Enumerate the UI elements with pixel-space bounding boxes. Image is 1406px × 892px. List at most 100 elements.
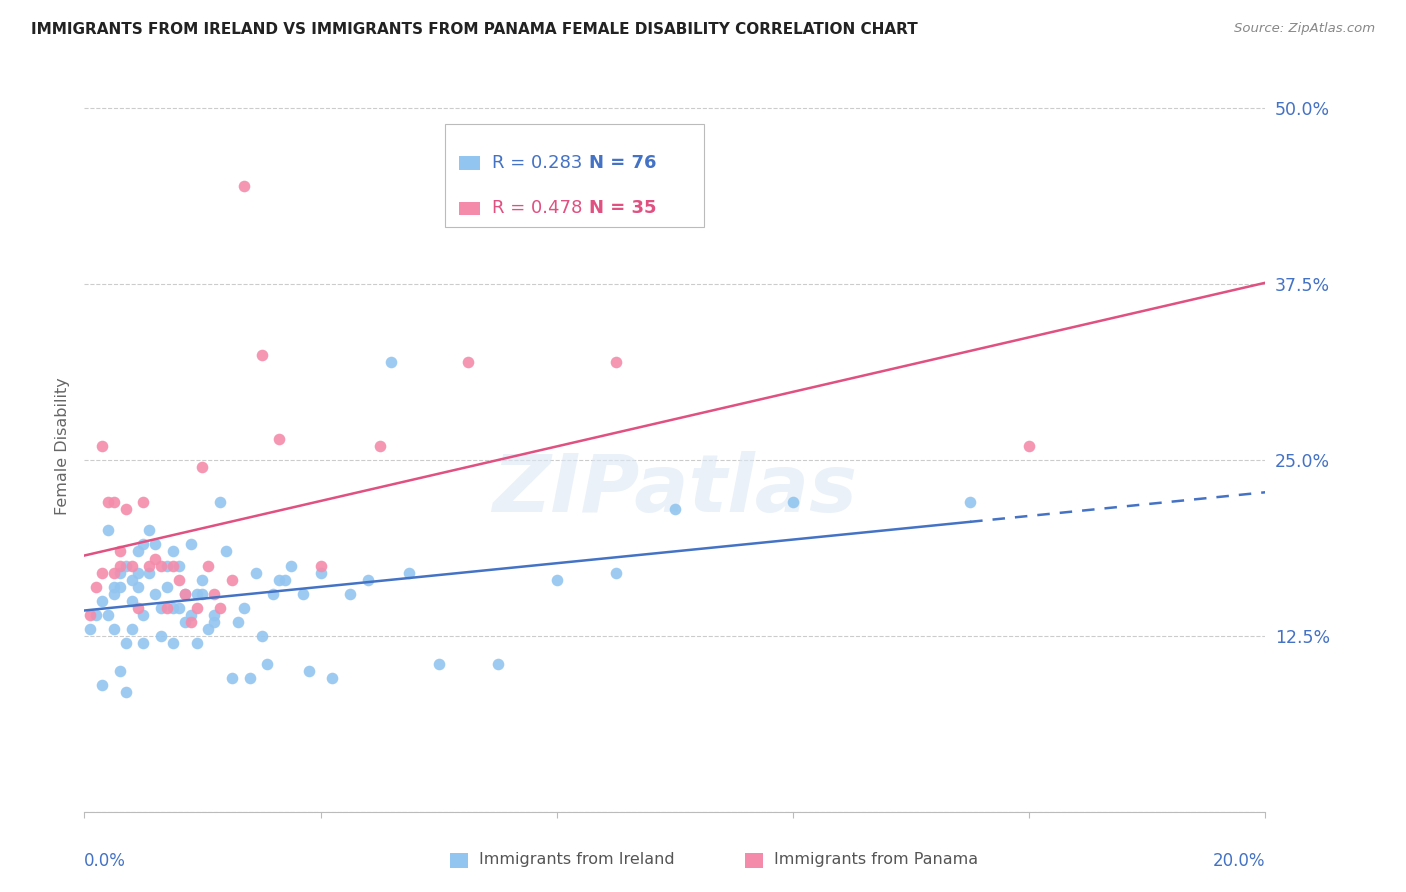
- Point: [91, 566, 114, 580]
- Point: [605, 566, 627, 580]
- Point: [138, 524, 160, 538]
- Point: [309, 558, 332, 573]
- Point: [143, 537, 166, 551]
- Text: IMMIGRANTS FROM IRELAND VS IMMIGRANTS FROM PANAMA FEMALE DISABILITY CORRELATION : IMMIGRANTS FROM IRELAND VS IMMIGRANTS FR…: [31, 22, 918, 37]
- Point: [298, 664, 321, 678]
- Point: [91, 593, 114, 607]
- Point: [127, 566, 149, 580]
- Text: Immigrants from Ireland: Immigrants from Ireland: [479, 853, 675, 867]
- Point: [186, 587, 208, 601]
- Point: [103, 566, 125, 580]
- Point: [782, 495, 804, 509]
- Point: [150, 629, 173, 643]
- Point: [605, 354, 627, 368]
- Point: [191, 460, 214, 475]
- Point: [250, 348, 273, 362]
- Point: [162, 558, 184, 573]
- Point: [84, 607, 107, 622]
- Point: [167, 600, 190, 615]
- Point: [209, 495, 232, 509]
- Point: [91, 439, 114, 453]
- Point: [150, 558, 173, 573]
- Point: [156, 580, 179, 594]
- Point: [132, 636, 155, 650]
- Text: N = 76: N = 76: [589, 154, 657, 172]
- Point: [143, 551, 166, 566]
- Point: [127, 600, 149, 615]
- Point: [132, 495, 155, 509]
- Point: [97, 607, 120, 622]
- Point: [162, 600, 184, 615]
- Point: [959, 495, 981, 509]
- Point: [121, 622, 143, 636]
- Point: [156, 600, 179, 615]
- FancyBboxPatch shape: [444, 124, 704, 227]
- Point: [232, 600, 254, 615]
- Point: [269, 573, 291, 587]
- Text: 0.0%: 0.0%: [84, 852, 127, 870]
- Text: 20.0%: 20.0%: [1213, 852, 1265, 870]
- Point: [127, 580, 149, 594]
- Point: [162, 544, 184, 558]
- Text: R = 0.478: R = 0.478: [492, 199, 582, 217]
- FancyBboxPatch shape: [458, 202, 479, 215]
- Text: ZIPatlas: ZIPatlas: [492, 450, 858, 529]
- Point: [245, 566, 267, 580]
- Point: [202, 607, 225, 622]
- Point: [457, 354, 479, 368]
- Point: [256, 657, 278, 671]
- Point: [274, 573, 297, 587]
- Point: [132, 537, 155, 551]
- Point: [121, 593, 143, 607]
- Point: [427, 657, 450, 671]
- Point: [180, 607, 202, 622]
- Point: [173, 615, 195, 629]
- Point: [380, 354, 402, 368]
- Point: [114, 636, 136, 650]
- Point: [486, 657, 509, 671]
- Y-axis label: Female Disability: Female Disability: [55, 377, 70, 515]
- Point: [114, 502, 136, 516]
- Point: [138, 558, 160, 573]
- Point: [186, 636, 208, 650]
- Point: [269, 432, 291, 446]
- Point: [108, 664, 131, 678]
- Point: [339, 587, 361, 601]
- Point: [167, 573, 190, 587]
- Point: [121, 558, 143, 573]
- Text: Immigrants from Panama: Immigrants from Panama: [775, 853, 979, 867]
- FancyBboxPatch shape: [458, 156, 479, 169]
- Point: [97, 495, 120, 509]
- Point: [150, 600, 173, 615]
- Point: [280, 558, 302, 573]
- Point: [103, 622, 125, 636]
- Point: [202, 615, 225, 629]
- Point: [167, 558, 190, 573]
- Point: [180, 537, 202, 551]
- Point: [173, 587, 195, 601]
- Point: [186, 600, 208, 615]
- Point: [291, 587, 314, 601]
- Point: [191, 587, 214, 601]
- Point: [103, 587, 125, 601]
- Point: [1018, 439, 1040, 453]
- Text: Source: ZipAtlas.com: Source: ZipAtlas.com: [1234, 22, 1375, 36]
- Point: [143, 587, 166, 601]
- Point: [108, 580, 131, 594]
- Point: [127, 544, 149, 558]
- Point: [108, 544, 131, 558]
- Point: [108, 566, 131, 580]
- Point: [226, 615, 249, 629]
- Point: [546, 573, 568, 587]
- Point: [221, 671, 243, 685]
- Point: [121, 573, 143, 587]
- Point: [114, 558, 136, 573]
- Point: [108, 558, 131, 573]
- Text: R = 0.283: R = 0.283: [492, 154, 582, 172]
- Point: [232, 178, 254, 193]
- Point: [84, 580, 107, 594]
- Point: [79, 607, 101, 622]
- Point: [132, 607, 155, 622]
- Point: [398, 566, 420, 580]
- Point: [197, 558, 219, 573]
